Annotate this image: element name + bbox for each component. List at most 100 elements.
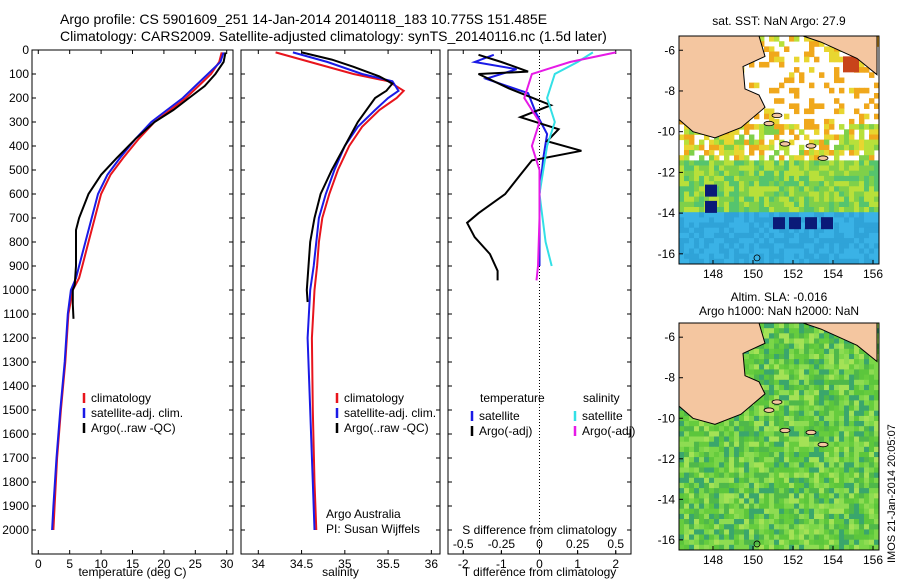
- map-cell: [739, 238, 745, 244]
- map-cell: [859, 248, 865, 255]
- map-cell: [724, 181, 730, 187]
- map-cell: [769, 343, 775, 350]
- map-cell: [839, 426, 845, 432]
- map-cell: [764, 431, 770, 437]
- map-cell: [694, 186, 700, 192]
- map-cell: [839, 191, 845, 198]
- map-cell: [869, 405, 875, 412]
- map-cell: [744, 426, 750, 432]
- map-cell: [759, 61, 765, 68]
- map-cell: [704, 508, 710, 515]
- map-cell: [849, 390, 855, 396]
- map-cell: [809, 348, 815, 355]
- map-cell: [714, 452, 720, 458]
- map-cell: [679, 452, 685, 458]
- map-cell: [769, 196, 775, 203]
- map-cell: [784, 379, 790, 386]
- map-cell: [874, 405, 880, 412]
- map-cell: [699, 207, 705, 213]
- salinity-diff-tick-label: -0.25: [488, 537, 516, 551]
- map-cell: [844, 160, 850, 166]
- map-cell: [799, 165, 805, 172]
- map-cell: [809, 46, 815, 52]
- map-cell: [864, 421, 870, 427]
- map-cell: [714, 472, 720, 479]
- map-cell: [759, 477, 765, 484]
- map-cell: [874, 446, 880, 453]
- map-cell: [834, 477, 840, 484]
- map-cell: [694, 144, 700, 151]
- map-cell: [734, 415, 740, 422]
- map-cell: [749, 503, 755, 510]
- map-cell: [729, 534, 735, 541]
- map-cell: [789, 379, 795, 386]
- map-cell: [814, 338, 820, 345]
- map-cell: [794, 191, 800, 198]
- map-cell: [789, 175, 795, 182]
- map-cell: [714, 165, 720, 172]
- map-cell: [864, 155, 870, 161]
- map-cell: [814, 124, 820, 130]
- map-cell: [814, 139, 820, 146]
- map-cell: [719, 534, 725, 541]
- map-cell: [684, 539, 690, 546]
- map-cell: [849, 248, 855, 255]
- map-cell: [684, 181, 690, 187]
- map-cell: [784, 348, 790, 355]
- map-cell: [769, 431, 775, 437]
- map-cell: [859, 243, 865, 249]
- map-cell: [734, 170, 740, 177]
- map-cell: [854, 436, 860, 443]
- map-cell: [739, 519, 745, 525]
- map-cell: [814, 472, 820, 479]
- map-cell: [694, 426, 700, 432]
- map-cell: [839, 513, 845, 520]
- legend-entry: satellite: [479, 409, 520, 423]
- map-cell: [814, 364, 820, 370]
- map-cell: [799, 513, 805, 520]
- map-cell: [859, 113, 865, 120]
- map-cell: [859, 421, 865, 427]
- map-cell: [779, 524, 785, 530]
- map-cell: [824, 196, 830, 203]
- map-cell: [754, 207, 760, 213]
- map-cell: [874, 503, 880, 510]
- island: [771, 112, 783, 118]
- map-cell: [724, 201, 730, 208]
- map-cell: [684, 129, 690, 135]
- map-cell: [689, 217, 695, 223]
- map-cell: [789, 253, 795, 260]
- map-cell: [679, 191, 685, 198]
- map-cell: [869, 170, 875, 177]
- map-cell: [754, 400, 760, 406]
- map-cell: [729, 421, 735, 427]
- map-cell: [874, 139, 880, 146]
- map-cell: [869, 364, 875, 370]
- map-cell: [824, 369, 830, 375]
- map-cell: [834, 493, 840, 499]
- map-cell: [804, 243, 810, 249]
- map-cell: [804, 508, 810, 515]
- map-cell: [859, 415, 865, 422]
- map-cell: [844, 441, 850, 448]
- map-cell: [759, 369, 765, 375]
- map-cell: [834, 488, 840, 494]
- map-cell: [719, 519, 725, 525]
- salinity-panel-frame: [240, 49, 441, 555]
- figure-title-line1: Argo profile: CS 5901609_251 14-Jan-2014…: [60, 11, 548, 27]
- map-cell: [864, 175, 870, 182]
- map-cell: [694, 498, 700, 504]
- map-cell: [744, 222, 750, 229]
- map-cell: [724, 493, 730, 499]
- map-cell: [809, 232, 815, 239]
- depth-tick-label: 1200: [2, 331, 29, 345]
- map-cell: [764, 421, 770, 427]
- map-cell: [789, 333, 795, 339]
- map-cell: [714, 243, 720, 249]
- map-cell: [864, 253, 870, 260]
- map-cell: [794, 359, 800, 365]
- map-cell: [844, 539, 850, 546]
- map-cell: [709, 539, 715, 546]
- map-cell: [719, 508, 725, 515]
- map-cell: [724, 426, 730, 432]
